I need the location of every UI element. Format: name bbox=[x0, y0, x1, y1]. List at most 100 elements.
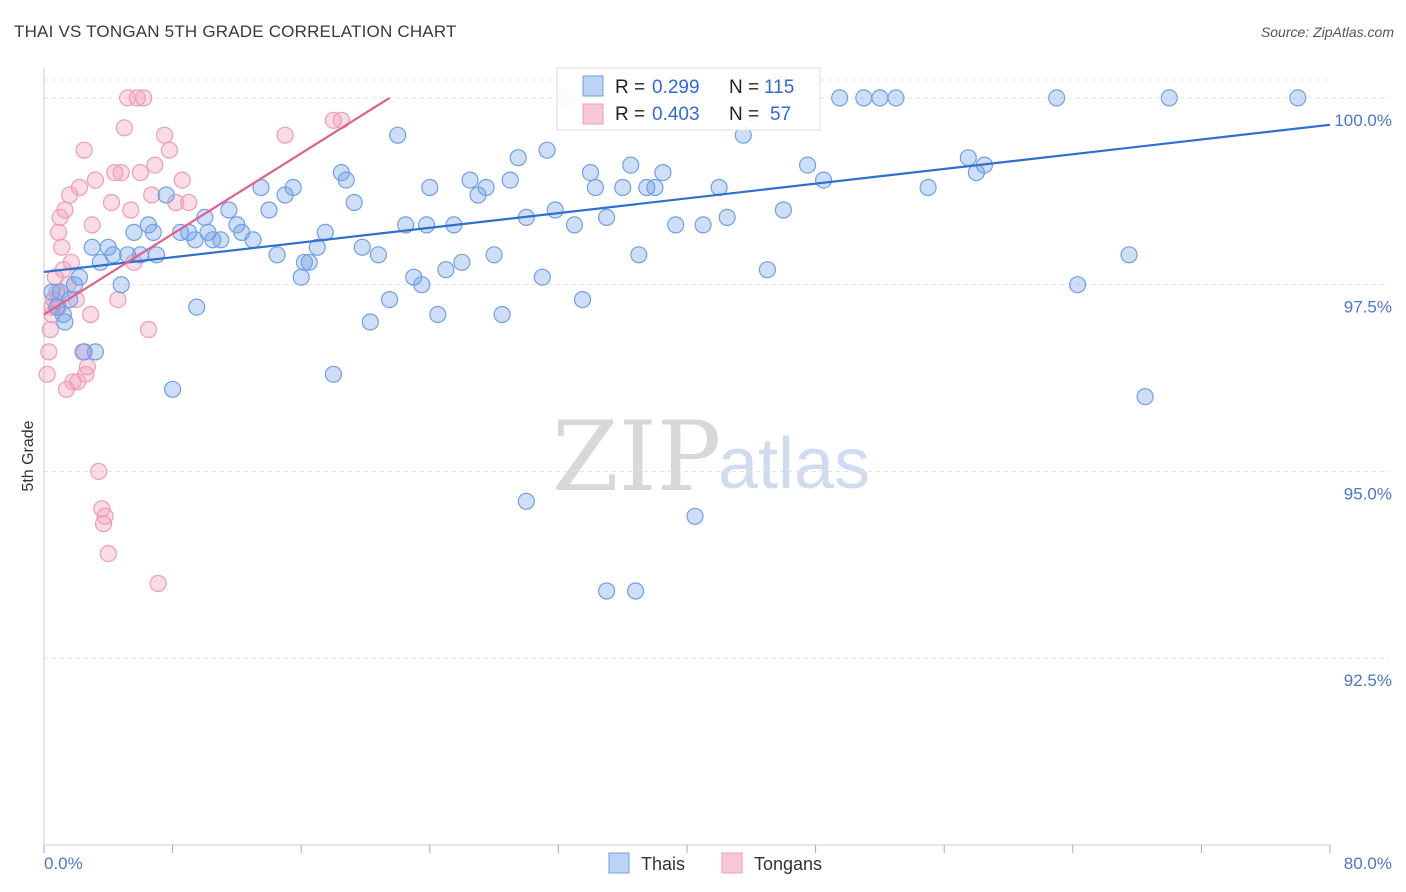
tongan-point-37 bbox=[135, 89, 153, 107]
thai-point-27 bbox=[212, 231, 230, 249]
y-tick-label-2: 97.5% bbox=[1344, 298, 1392, 317]
tongan-point-7 bbox=[49, 223, 68, 241]
thai-point-101 bbox=[1068, 276, 1087, 294]
thai-point-73 bbox=[586, 178, 605, 197]
thai-point-34 bbox=[268, 246, 286, 264]
thai-point-54 bbox=[429, 305, 447, 324]
thai-point-12 bbox=[112, 276, 130, 294]
thai-point-47 bbox=[369, 246, 387, 264]
y-tick-label-3: 100.0% bbox=[1334, 111, 1392, 130]
thai-point-28 bbox=[220, 201, 238, 219]
tongan-points bbox=[38, 89, 350, 593]
thai-point-45 bbox=[353, 238, 371, 256]
tongan-point-49 bbox=[77, 365, 95, 383]
watermark-zip: ZIP bbox=[552, 401, 721, 513]
thai-point-89 bbox=[774, 201, 793, 219]
thai-point-114 bbox=[418, 216, 436, 234]
thai-point-100 bbox=[1048, 89, 1066, 107]
tongan-r-value: 0.403 bbox=[652, 104, 700, 125]
thai-point-8 bbox=[83, 238, 101, 256]
thai-point-64 bbox=[509, 149, 527, 167]
thai-point-52 bbox=[413, 276, 431, 294]
thai-point-17 bbox=[144, 223, 162, 241]
tongan-n-value: 57 bbox=[770, 104, 791, 125]
thai-point-37 bbox=[292, 268, 310, 286]
thai-point-93 bbox=[855, 89, 873, 107]
tongan-point-21 bbox=[83, 216, 101, 234]
thai-point-43 bbox=[337, 171, 355, 189]
thai-point-104 bbox=[1160, 89, 1178, 107]
tongans-legend-swatch bbox=[721, 852, 743, 874]
gridlines bbox=[44, 79, 1390, 659]
tongan-point-28 bbox=[106, 164, 124, 182]
tongan-point-22 bbox=[86, 171, 105, 189]
tongan-legend-swatch bbox=[582, 103, 604, 125]
thai-point-88 bbox=[758, 261, 777, 279]
tongan-point-39 bbox=[143, 186, 161, 204]
thai-point-11 bbox=[104, 246, 122, 264]
thai-n-value: 115 bbox=[764, 77, 794, 98]
thai-point-81 bbox=[667, 216, 685, 234]
source-credit: Source: ZipAtlas.com bbox=[1260, 24, 1394, 40]
thai-point-58 bbox=[461, 171, 479, 189]
thai-point-61 bbox=[485, 246, 503, 264]
thai-point-50 bbox=[397, 216, 415, 234]
chart-title: THAI VS TONGAN 5TH GRADE CORRELATION CHA… bbox=[14, 22, 457, 41]
thai-point-79 bbox=[646, 178, 664, 197]
thai-point-83 bbox=[694, 216, 712, 234]
thai-point-40 bbox=[316, 223, 334, 241]
thai-point-80 bbox=[654, 164, 672, 182]
tongan-point-51 bbox=[62, 253, 80, 271]
thai-point-95 bbox=[887, 89, 905, 107]
tongan-point-30 bbox=[112, 164, 130, 182]
thai-point-113 bbox=[199, 223, 217, 241]
tongan-point-52 bbox=[94, 515, 113, 533]
trend-lines bbox=[43, 96, 1331, 316]
tongan-point-16 bbox=[70, 178, 89, 197]
tongan-point-26 bbox=[99, 544, 117, 563]
tongan-point-0 bbox=[38, 365, 56, 383]
thai-point-107 bbox=[686, 507, 704, 525]
thai-point-33 bbox=[260, 201, 278, 219]
tongan-point-35 bbox=[128, 89, 146, 107]
axes bbox=[43, 68, 1331, 853]
thai-point-71 bbox=[573, 291, 592, 309]
thais-legend-label: Thais bbox=[641, 854, 685, 874]
thai-point-108 bbox=[597, 582, 616, 600]
tick-labels: 0.0% 80.0% 92.5% 95.0% 97.5% 100.0% bbox=[44, 111, 1392, 873]
thai-point-44 bbox=[345, 193, 363, 212]
thai-point-49 bbox=[389, 126, 407, 144]
tongan-point-1 bbox=[40, 343, 58, 361]
tongan-point-46 bbox=[180, 193, 198, 212]
thai-point-90 bbox=[798, 156, 817, 174]
thai-point-14 bbox=[125, 223, 143, 241]
tongans-legend-label: Tongans bbox=[754, 854, 822, 874]
thai-point-55 bbox=[437, 261, 455, 279]
x-tick-label-0: 0.0% bbox=[44, 854, 83, 873]
tongan-point-2 bbox=[41, 320, 60, 339]
thai-trend-line bbox=[43, 123, 1331, 274]
thai-point-76 bbox=[622, 156, 640, 174]
thai-point-60 bbox=[477, 178, 495, 197]
thai-point-36 bbox=[284, 178, 302, 197]
thai-point-20 bbox=[164, 380, 182, 398]
tongan-point-27 bbox=[102, 193, 121, 212]
stats-legend: R = 0.299 N = 115 R = 0.403 N = 57 bbox=[556, 67, 821, 131]
thai-point-68 bbox=[546, 201, 564, 219]
thai-point-105 bbox=[1289, 89, 1307, 107]
thai-point-111 bbox=[54, 305, 72, 324]
thai-point-70 bbox=[565, 216, 584, 234]
tongan-point-23 bbox=[90, 462, 108, 480]
thai-point-94 bbox=[871, 89, 889, 107]
thai-r-value: 0.299 bbox=[652, 77, 700, 98]
thai-points bbox=[43, 89, 1307, 600]
thai-point-72 bbox=[581, 164, 600, 182]
thai-point-53 bbox=[421, 178, 439, 197]
thai-legend-swatch bbox=[582, 75, 604, 97]
tongan-point-43 bbox=[160, 141, 178, 159]
thai-point-74 bbox=[597, 208, 616, 226]
tongan-point-40 bbox=[146, 156, 164, 174]
thai-point-24 bbox=[188, 298, 206, 316]
tongan-point-11 bbox=[56, 201, 74, 219]
thais-legend-swatch bbox=[608, 852, 630, 874]
